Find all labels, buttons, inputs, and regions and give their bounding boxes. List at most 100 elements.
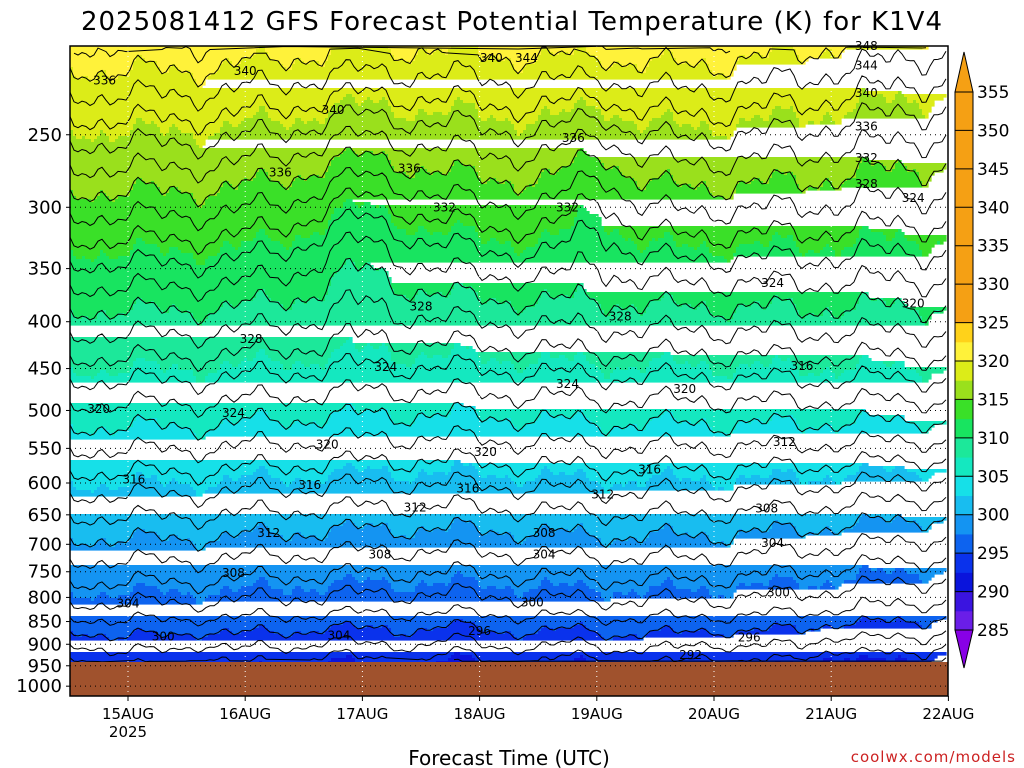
field-cell — [448, 583, 479, 587]
field-cell — [91, 79, 95, 83]
field-cell — [823, 247, 833, 251]
field-cell — [70, 160, 332, 164]
x-tick-label: 22AUG — [922, 705, 974, 723]
field-cell — [241, 418, 272, 422]
field-cell — [115, 544, 197, 548]
field-cell — [736, 250, 800, 254]
field-cell — [796, 418, 857, 422]
field-cell — [187, 70, 191, 74]
field-cell — [193, 313, 209, 317]
field-cell — [70, 583, 137, 587]
field-cell — [856, 364, 887, 368]
field-cell — [391, 214, 578, 218]
field-cell — [442, 355, 449, 359]
field-cell — [595, 55, 662, 59]
field-cell — [142, 178, 245, 182]
field-cell — [70, 130, 74, 134]
field-cell — [388, 412, 422, 416]
field-cell — [646, 307, 695, 311]
field-cell — [586, 49, 665, 53]
field-cell — [73, 541, 98, 545]
field-cell — [478, 529, 491, 533]
field-cell — [169, 187, 179, 191]
field-cell — [232, 364, 239, 368]
field-cell — [364, 100, 374, 104]
field-cell — [802, 61, 806, 65]
field-cell — [526, 127, 638, 131]
field-cell — [703, 418, 707, 422]
field-cell — [70, 118, 137, 122]
field-cell — [649, 631, 677, 635]
field-cell — [169, 190, 182, 194]
field-cell — [196, 598, 206, 602]
field-cell — [70, 352, 257, 356]
field-cell — [538, 241, 635, 245]
field-cell — [733, 316, 803, 320]
field-cell — [784, 172, 788, 176]
field-cell — [808, 481, 836, 485]
field-cell — [70, 61, 134, 65]
field-cell — [619, 61, 650, 65]
field-cell — [70, 64, 134, 68]
field-cell — [160, 424, 170, 428]
field-cell — [610, 310, 638, 314]
field-cell — [292, 589, 305, 593]
field-cell — [577, 151, 587, 155]
field-cell — [646, 247, 695, 251]
field-cell — [511, 61, 536, 65]
field-cell — [886, 166, 896, 170]
field-cell — [70, 277, 332, 281]
field-cell — [94, 376, 197, 380]
field-cell — [499, 361, 503, 365]
field-cell — [271, 58, 296, 62]
field-cell — [613, 595, 641, 599]
field-cell — [70, 256, 77, 260]
contour-label: 324 — [902, 191, 925, 205]
field-cell — [265, 169, 329, 173]
field-cell — [70, 493, 197, 497]
field-cell — [895, 301, 905, 305]
y-tick-label: 900 — [28, 634, 62, 655]
field-cell — [70, 172, 257, 176]
field-cell — [538, 301, 599, 305]
field-cell — [613, 115, 620, 119]
field-cell — [70, 193, 74, 197]
field-cell — [388, 211, 578, 215]
field-cell — [604, 487, 611, 491]
field-cell — [541, 355, 551, 359]
field-cell — [451, 526, 479, 530]
field-cell — [802, 190, 806, 194]
field-cell — [169, 310, 182, 314]
field-cell — [511, 181, 539, 185]
field-cell — [181, 250, 221, 254]
field-cell — [70, 628, 137, 632]
field-cell — [703, 301, 707, 305]
field-cell — [604, 118, 611, 122]
field-cell — [661, 628, 674, 632]
field-cell — [667, 109, 671, 113]
field-cell — [646, 187, 695, 191]
field-cell — [940, 310, 944, 314]
field-cell — [286, 484, 290, 488]
field-cell — [76, 487, 98, 491]
field-cell — [571, 226, 605, 230]
field-cell — [70, 238, 137, 242]
field-cell — [268, 235, 296, 239]
field-cell — [559, 169, 620, 173]
field-cell — [394, 361, 416, 365]
field-cell — [844, 115, 926, 119]
field-cell — [355, 151, 365, 155]
field-cell — [343, 151, 356, 155]
field-cell — [856, 658, 887, 662]
field-cell — [331, 49, 392, 53]
field-cell — [739, 583, 746, 587]
field-cell — [577, 352, 584, 356]
field-cell — [319, 592, 326, 596]
field-cell — [268, 529, 332, 533]
field-cell — [328, 286, 392, 290]
field-cell — [859, 166, 887, 170]
field-cell — [724, 487, 734, 491]
field-cell — [451, 109, 479, 113]
field-cell — [688, 532, 701, 536]
